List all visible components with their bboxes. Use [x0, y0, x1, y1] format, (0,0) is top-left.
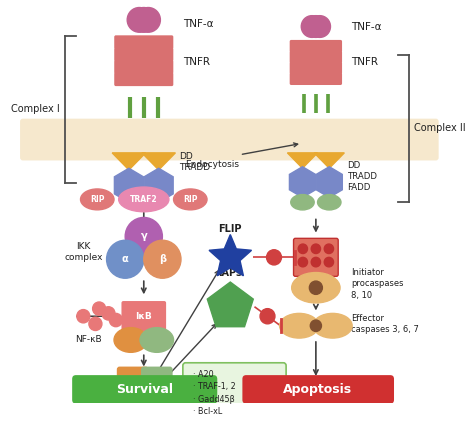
- Polygon shape: [209, 234, 252, 276]
- Text: Endocytosis: Endocytosis: [185, 160, 239, 169]
- Text: IKK
complex: IKK complex: [64, 242, 102, 262]
- Text: α: α: [122, 254, 128, 264]
- Circle shape: [89, 317, 102, 330]
- FancyBboxPatch shape: [291, 73, 341, 84]
- FancyBboxPatch shape: [20, 119, 438, 160]
- Text: Effector
caspases 3, 6, 7: Effector caspases 3, 6, 7: [351, 314, 419, 334]
- Circle shape: [102, 307, 115, 320]
- Ellipse shape: [280, 313, 319, 338]
- Text: FLIP: FLIP: [219, 224, 242, 234]
- Ellipse shape: [173, 189, 207, 210]
- FancyBboxPatch shape: [115, 36, 173, 48]
- Ellipse shape: [291, 195, 314, 210]
- Ellipse shape: [114, 328, 147, 352]
- Circle shape: [324, 244, 334, 253]
- Text: Initiator
procaspases
8, 10: Initiator procaspases 8, 10: [351, 268, 404, 299]
- FancyBboxPatch shape: [121, 301, 166, 331]
- Circle shape: [310, 281, 322, 294]
- Text: IκB: IκB: [136, 312, 152, 321]
- FancyBboxPatch shape: [183, 363, 286, 421]
- Polygon shape: [112, 153, 146, 170]
- Polygon shape: [207, 282, 253, 327]
- Text: TNF-α: TNF-α: [351, 21, 382, 32]
- FancyBboxPatch shape: [141, 367, 173, 399]
- Circle shape: [92, 302, 106, 315]
- Text: TNFR: TNFR: [351, 57, 378, 67]
- Text: β: β: [159, 254, 166, 264]
- Polygon shape: [290, 167, 316, 197]
- Circle shape: [310, 320, 321, 331]
- Circle shape: [260, 309, 275, 324]
- FancyBboxPatch shape: [293, 238, 338, 276]
- Polygon shape: [287, 153, 318, 168]
- Circle shape: [144, 240, 181, 278]
- Polygon shape: [142, 153, 175, 170]
- Text: TRAF2: TRAF2: [130, 195, 157, 204]
- Circle shape: [298, 244, 308, 253]
- Text: γ: γ: [140, 232, 147, 242]
- Text: RIP: RIP: [183, 195, 198, 204]
- Circle shape: [311, 244, 320, 253]
- Ellipse shape: [318, 195, 341, 210]
- FancyBboxPatch shape: [242, 375, 394, 404]
- Polygon shape: [316, 167, 342, 197]
- Ellipse shape: [140, 328, 173, 352]
- Circle shape: [266, 250, 282, 265]
- Text: · A20
· TRAF-1, 2
· Gadd45β
· Bcl-xL: · A20 · TRAF-1, 2 · Gadd45β · Bcl-xL: [193, 370, 236, 416]
- FancyBboxPatch shape: [115, 73, 173, 85]
- Polygon shape: [144, 168, 173, 203]
- Circle shape: [311, 257, 320, 267]
- Text: DD
TRADD
FADD: DD TRADD FADD: [347, 161, 377, 192]
- Circle shape: [298, 257, 308, 267]
- Circle shape: [136, 8, 160, 32]
- FancyBboxPatch shape: [291, 51, 341, 63]
- Text: Complex I: Complex I: [11, 104, 60, 114]
- FancyBboxPatch shape: [291, 40, 341, 52]
- Circle shape: [125, 218, 163, 256]
- Text: NF-κB: NF-κB: [75, 336, 101, 344]
- Text: TNFR: TNFR: [183, 57, 210, 67]
- Ellipse shape: [81, 189, 114, 210]
- Polygon shape: [114, 168, 144, 203]
- Ellipse shape: [292, 272, 340, 303]
- FancyBboxPatch shape: [115, 61, 173, 73]
- Circle shape: [305, 16, 327, 37]
- Text: IAPs: IAPs: [219, 267, 242, 277]
- Circle shape: [309, 16, 330, 37]
- Text: TNF-α: TNF-α: [183, 19, 213, 29]
- Text: Survival: Survival: [116, 383, 173, 396]
- Circle shape: [324, 257, 334, 267]
- Text: DD
TRADD: DD TRADD: [179, 152, 210, 173]
- FancyBboxPatch shape: [117, 367, 148, 399]
- Text: Apoptosis: Apoptosis: [283, 383, 352, 396]
- Circle shape: [107, 240, 144, 278]
- Text: RIP: RIP: [90, 195, 105, 204]
- Ellipse shape: [313, 313, 352, 338]
- Circle shape: [132, 8, 156, 32]
- FancyBboxPatch shape: [72, 375, 217, 404]
- Circle shape: [301, 16, 322, 37]
- Circle shape: [109, 313, 122, 327]
- Polygon shape: [314, 153, 344, 168]
- FancyBboxPatch shape: [291, 62, 341, 73]
- FancyBboxPatch shape: [115, 48, 173, 61]
- Ellipse shape: [118, 187, 169, 212]
- Circle shape: [77, 309, 90, 323]
- Text: Complex II: Complex II: [413, 123, 465, 133]
- Circle shape: [127, 8, 151, 32]
